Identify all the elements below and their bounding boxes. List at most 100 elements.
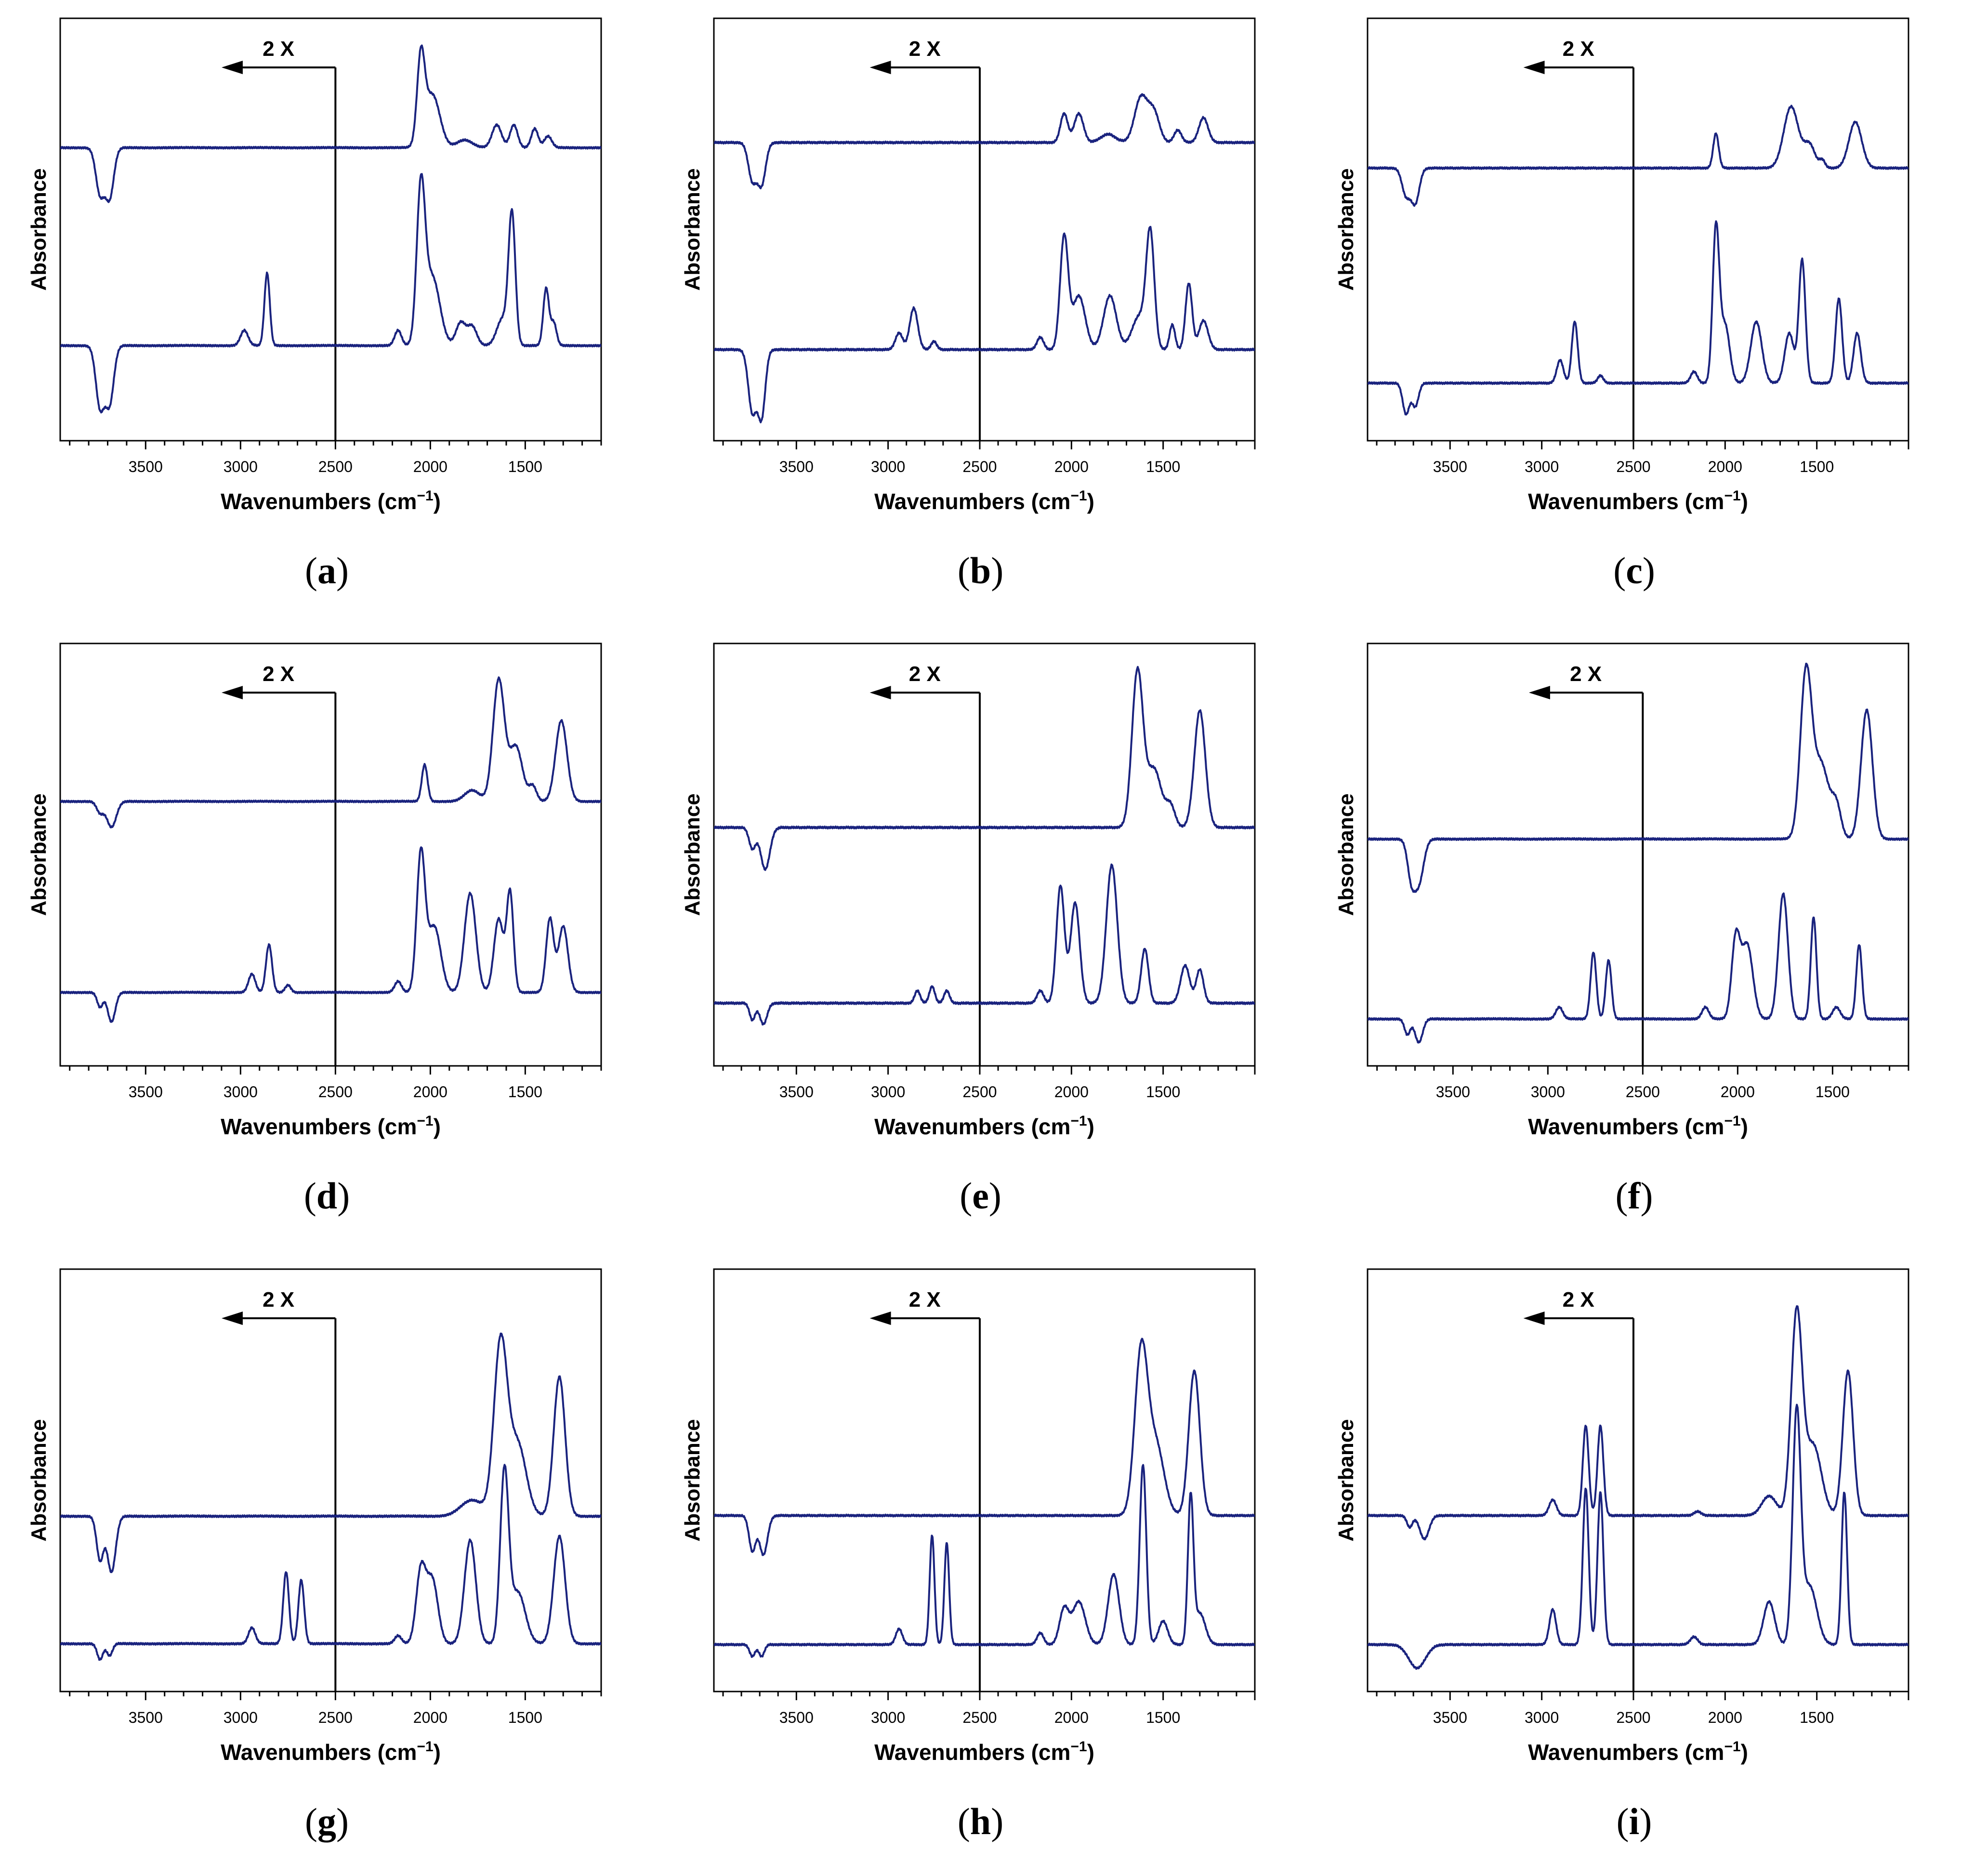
x-tick-label: 3000 [871,458,905,475]
spectrum-line-bottom [60,1464,601,1661]
chart-svg-b: 3500 3000 2500 2000 1500 Wavenumbers (cm−1) Ab… [681,17,1256,514]
chart-panel-f: 3500 3000 2500 2000 1500 Wavenumbers (cm−1) Ab… [1307,625,1961,1250]
plot-frame [713,17,1256,442]
spectrum-line-bottom [60,173,601,414]
x-tick-label: 2500 [962,1709,997,1726]
x-tick-label: 1500 [508,1709,542,1726]
x-tick-label: 3000 [1531,1083,1565,1101]
panel-caption: (h) [957,1800,1004,1842]
x-tick-label: 3000 [871,1083,905,1101]
spectrum-line-bottom [1368,220,1908,416]
spectrum-line-top [1368,105,1908,207]
y-axis-label: Absorbance [1334,168,1358,290]
arrow-left-icon [221,686,243,699]
spectrum-line-bottom [714,863,1255,1026]
x-axis-label: Wavenumbers (cm−1) [221,1739,441,1765]
x-tick-label: 3000 [1525,458,1559,475]
chart-svg-c: 3500 3000 2500 2000 1500 Wavenumbers (cm−1) Ab… [1334,17,1909,514]
panel-caption: (d) [303,1175,350,1217]
x-tick-label: 1500 [1146,1709,1180,1726]
plot-frame [1367,643,1909,1067]
spectrum-line-bottom [1368,1404,1908,1670]
panel-caption: (a) [305,550,349,591]
plot-frame [59,17,602,442]
spectrum-line-bottom [714,225,1255,423]
spectrum-line-top [1368,1305,1908,1540]
scale-marker-label: 2 X [909,662,941,686]
scale-marker-label: 2 X [909,1288,941,1312]
panel-caption: (i) [1616,1800,1652,1842]
scale-marker-label: 2 X [1570,662,1602,686]
y-axis-label: Absorbance [27,168,51,290]
spectrum-line-top [714,93,1255,190]
plot-frame [713,1268,1256,1692]
spectrum-line-bottom [714,1464,1255,1658]
arrow-left-icon [1523,1312,1545,1325]
x-tick-label: 2500 [318,458,353,475]
plot-frame [1367,17,1909,442]
chart-svg-a: 3500 3000 2500 2000 1500 Wavenumbers (cm−1) Ab… [27,17,602,514]
x-tick-label: 1500 [508,1083,542,1101]
x-tick-label: 2500 [318,1083,353,1101]
panel-caption: (g) [305,1800,349,1842]
spectrum-line-bottom [60,846,601,1023]
arrow-left-icon [869,686,891,699]
x-tick-label: 2500 [962,1083,997,1101]
scale-marker-label: 2 X [1563,37,1594,61]
x-tick-label: 1500 [1816,1083,1850,1101]
chart-panel-b: 3500 3000 2500 2000 1500 Wavenumbers (cm−1) Ab… [654,0,1307,625]
x-tick-label: 2000 [413,1709,447,1726]
y-axis-label: Absorbance [1334,1419,1358,1541]
chart-svg-h: 3500 3000 2500 2000 1500 Wavenumbers (cm−1) Ab… [681,1268,1256,1765]
chart-svg-i: 3500 3000 2500 2000 1500 Wavenumbers (cm−1) Ab… [1334,1268,1909,1765]
chart-panel-e: 3500 3000 2500 2000 1500 Wavenumbers (cm−1) Ab… [654,625,1307,1250]
panel-caption: (f) [1615,1175,1653,1217]
x-tick-label: 3000 [224,458,258,475]
y-axis-label: Absorbance [1334,793,1358,916]
x-tick-label: 3000 [871,1709,905,1726]
x-tick-label: 3500 [1433,458,1467,475]
panel-caption: (c) [1613,550,1655,591]
x-axis-label: Wavenumbers (cm−1) [221,488,441,514]
x-tick-label: 2000 [1708,1709,1742,1726]
x-tick-label: 1500 [508,458,542,475]
x-axis-label: Wavenumbers (cm−1) [1528,1739,1748,1765]
x-tick-label: 2000 [413,458,447,475]
y-axis-label: Absorbance [27,793,51,916]
x-tick-label: 1500 [1800,1709,1834,1726]
plot-frame [59,1268,602,1692]
spectrum-line-top [60,1332,601,1574]
spectrum-line-top [60,676,601,828]
x-axis-label: Wavenumbers (cm−1) [1528,1113,1748,1139]
spectrum-line-bottom [1368,892,1908,1044]
x-tick-label: 3500 [129,1083,163,1101]
y-axis-label: Absorbance [681,1419,704,1541]
chart-panel-h: 3500 3000 2500 2000 1500 Wavenumbers (cm−1) Ab… [654,1251,1307,1876]
x-tick-label: 3000 [224,1083,258,1101]
panel-caption: (e) [960,1175,1001,1217]
chart-panel-c: 3500 3000 2500 2000 1500 Wavenumbers (cm−1) Ab… [1307,0,1961,625]
spectrum-line-top [1368,662,1908,893]
x-tick-label: 2000 [413,1083,447,1101]
scale-marker-label: 2 X [263,662,294,686]
arrow-left-icon [869,61,891,74]
x-tick-label: 1500 [1146,458,1180,475]
spectrum-line-top [714,1338,1255,1556]
arrow-left-icon [1528,686,1550,699]
x-tick-label: 2500 [1626,1083,1660,1101]
x-tick-label: 2000 [1721,1083,1755,1101]
chart-svg-g: 3500 3000 2500 2000 1500 Wavenumbers (cm−1) Ab… [27,1268,602,1765]
panel-caption: (b) [957,550,1004,591]
x-tick-label: 1500 [1146,1083,1180,1101]
x-tick-label: 3500 [129,458,163,475]
spectrum-line-top [714,666,1255,871]
x-tick-label: 3500 [129,1709,163,1726]
chart-svg-e: 3500 3000 2500 2000 1500 Wavenumbers (cm−1) Ab… [681,643,1256,1139]
x-tick-label: 3500 [779,458,814,475]
x-tick-label: 2000 [1054,1083,1089,1101]
spectrum-line-top [60,44,601,203]
x-tick-label: 3500 [1433,1709,1467,1726]
x-tick-label: 3000 [224,1709,258,1726]
arrow-left-icon [1523,61,1545,74]
